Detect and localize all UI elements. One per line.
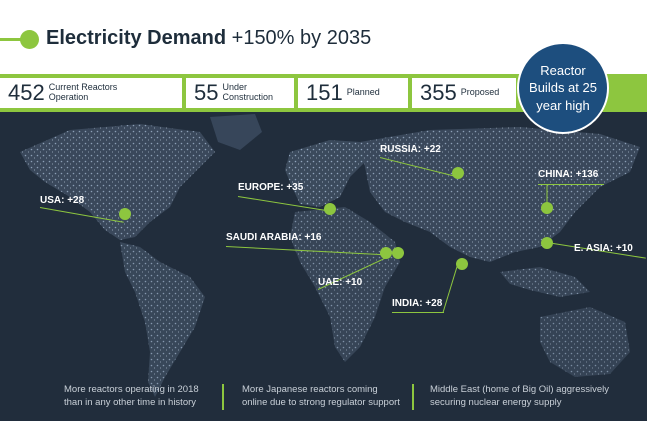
footnote-2: More Japanese reactors coming online due…: [242, 384, 400, 408]
label-usa: USA: +28: [40, 195, 85, 206]
greenland-shape: [210, 114, 262, 150]
stat-label: Under Construction: [222, 82, 274, 102]
label-europe: EUROPE: +35: [238, 182, 304, 193]
world-map-graphic: [20, 114, 640, 397]
page-title: Electricity Demand +150% by 2035: [46, 27, 371, 50]
header-accent-line: [0, 38, 24, 41]
africa-shape: [290, 207, 400, 362]
asia-shape: [360, 127, 640, 262]
australia-shape: [540, 307, 630, 377]
europe-dot: [324, 203, 336, 215]
footnote-1: More reactors operating in 2018 than in …: [64, 384, 199, 408]
europe-shape: [285, 140, 365, 207]
stat-value: 55: [194, 80, 219, 105]
india-connector-line: [392, 312, 444, 313]
stat-current-reactors: 452 Current Reactors Operation: [0, 78, 182, 108]
footnote-divider: [222, 384, 224, 410]
header: Electricity Demand +150% by 2035: [0, 0, 647, 74]
footnote-divider: [412, 384, 414, 410]
south-america-shape: [120, 242, 205, 397]
label-east-asia: E. ASIA: +10: [574, 243, 633, 254]
title-rest: +150% by 2035: [226, 27, 372, 49]
stat-label: Proposed: [460, 87, 500, 98]
southeast-asia-shape: [500, 267, 590, 297]
russia-dot: [452, 167, 464, 179]
label-india: INDIA: +28: [392, 298, 443, 309]
china-dot: [541, 202, 553, 214]
stat-value: 355: [420, 80, 457, 105]
reactor-builds-badge: Reactor Builds at 25 year high: [517, 42, 609, 134]
india-dot: [456, 258, 468, 270]
east-asia-dot: [541, 237, 553, 249]
label-uae: UAE: +10: [318, 277, 363, 288]
stat-value: 452: [8, 80, 45, 105]
uae-dot: [392, 247, 404, 259]
label-russia: RUSSIA: +22: [380, 144, 441, 155]
stat-planned: 151 Planned: [298, 78, 408, 108]
stat-label: Current Reactors Operation: [48, 82, 118, 102]
stat-label: Planned: [346, 87, 380, 98]
north-america-shape: [20, 124, 215, 240]
world-map: USA: +28 EUROPE: +35 RUSSIA: +22 CHINA: …: [0, 112, 647, 421]
stat-under-construction: 55 Under Construction: [186, 78, 294, 108]
label-china: CHINA: +136: [538, 169, 599, 180]
stat-value: 151: [306, 80, 343, 105]
footnote-3: Middle East (home of Big Oil) aggressive…: [430, 384, 609, 408]
header-dot-icon: [20, 30, 39, 49]
china-connector-line: [538, 184, 604, 185]
usa-dot: [119, 208, 131, 220]
label-saudi-arabia: SAUDI ARABIA: +16: [226, 232, 322, 243]
title-bold: Electricity Demand: [46, 27, 227, 49]
stat-proposed: 355 Proposed: [412, 78, 516, 108]
